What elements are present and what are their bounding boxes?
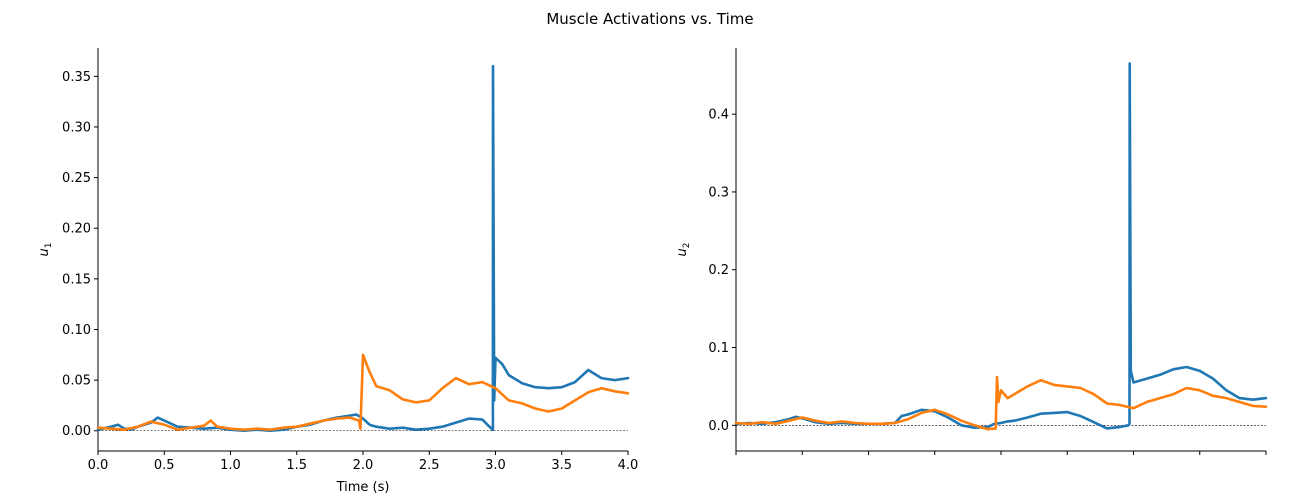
y-tick-label: 0.20: [62, 222, 91, 237]
x-tick-label: 1.5: [286, 458, 307, 473]
chart-panel-u1: 0.00 0.05 0.10 0.15 0.20 0.25 0.30 0.35 0.0 0.5 1.…: [37, 48, 638, 495]
y-tick-label: 0.00: [62, 424, 91, 439]
y-tick-label: 0.3: [708, 185, 729, 200]
y-axis-label-base: u: [675, 248, 690, 256]
x-tick-label: 0.0: [88, 458, 109, 473]
x-tick-label: 2.5: [419, 458, 440, 473]
y-axis-label: u1: [37, 243, 54, 257]
y-axis-label: u2: [675, 243, 692, 257]
y-tick-label: 0.05: [62, 374, 91, 389]
figure-title: Muscle Activations vs. Time: [546, 10, 753, 28]
x-axis-label: Time (s): [336, 480, 390, 495]
series-line-2: [96, 353, 630, 432]
series-line-1: [734, 62, 1268, 430]
y-tick-label: 0.35: [62, 70, 91, 85]
y-tick-label: 0.4: [708, 108, 729, 123]
y-tick-label: 0.25: [62, 171, 91, 186]
x-tick-label: 0.5: [154, 458, 175, 473]
series-line-1: [96, 64, 630, 433]
y-axis-label-subscript: 2: [682, 243, 692, 249]
y-tick-label: 0.2: [708, 263, 729, 278]
x-tick-label: 4.0: [618, 458, 639, 473]
chart-panel-u2: 0.0 0.1 0.2 0.3 0.4 u2: [675, 48, 1268, 455]
x-tick-label: 3.0: [485, 458, 506, 473]
x-tick-label: 3.5: [551, 458, 572, 473]
y-axis-label-base: u: [37, 248, 52, 256]
series-line-2: [734, 375, 1268, 431]
x-tick-label: 2.0: [353, 458, 374, 473]
y-tick-label: 0.10: [62, 323, 91, 338]
x-tick-label: 1.0: [220, 458, 241, 473]
y-tick-label: 0.30: [62, 120, 91, 135]
y-axis-label-subscript: 1: [44, 243, 54, 249]
y-tick-label: 0.15: [62, 272, 91, 287]
y-tick-label: 0.1: [708, 341, 729, 356]
y-tick-label: 0.0: [708, 419, 729, 434]
